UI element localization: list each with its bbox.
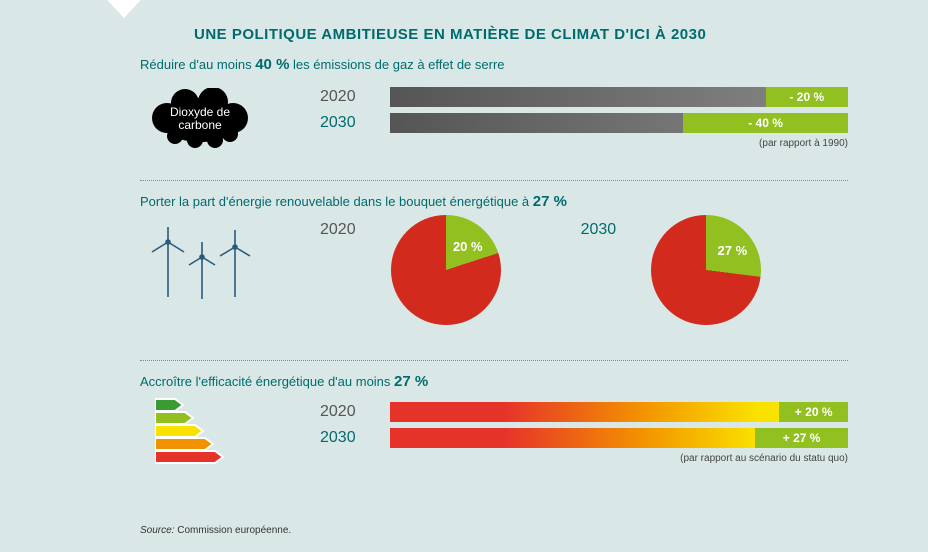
gain-segment: + 27 % xyxy=(755,428,848,448)
pie-block: 2020 20 % xyxy=(320,215,501,325)
energy-rating-icon xyxy=(155,397,250,472)
year-label: 2030 xyxy=(320,114,390,132)
divider xyxy=(140,360,848,361)
section3-note: (par rapport au scénario du statu quo) xyxy=(320,453,848,464)
bar-row: 2030 + 27 % xyxy=(320,427,848,449)
bar-row: 2020 - 20 % xyxy=(320,86,848,108)
section-renewable: Porter la part d'énergie renouvelable da… xyxy=(140,193,848,224)
emissions-bar: - 40 % xyxy=(390,113,848,133)
year-label: 2030 xyxy=(581,221,617,239)
year-label: 2030 xyxy=(320,429,390,447)
section-emissions: Réduire d'au moins 40 % les émissions de… xyxy=(140,56,848,87)
section-efficiency: Accroître l'efficacité énergétique d'au … xyxy=(140,373,848,404)
reduction-segment: - 20 % xyxy=(766,87,848,107)
divider xyxy=(140,180,848,181)
year-label: 2020 xyxy=(320,221,356,239)
co2-cloud-label: Dioxyde de carbone xyxy=(155,106,245,132)
efficiency-bar: + 27 % xyxy=(390,428,848,448)
pie-slice-label: 27 % xyxy=(718,243,748,258)
co2-cloud-icon: Dioxyde de carbone xyxy=(145,88,250,153)
wind-turbine-icon xyxy=(140,227,270,312)
bar-row: 2020 + 20 % xyxy=(320,401,848,423)
efficiency-bars: 2020 + 20 % 2030 + 27 % (par rapport au … xyxy=(320,401,848,464)
emissions-bars: 2020 - 20 % 2030 - 40 % (par rapport à 1… xyxy=(320,86,848,149)
section3-heading: Accroître l'efficacité énergétique d'au … xyxy=(140,373,848,390)
gain-segment: + 20 % xyxy=(779,402,848,422)
pie-chart: 27 % xyxy=(651,215,761,325)
efficiency-bar: + 20 % xyxy=(390,402,848,422)
page-title: UNE POLITIQUE AMBITIEUSE EN MATIÈRE DE C… xyxy=(194,26,706,43)
bar-row: 2030 - 40 % xyxy=(320,112,848,134)
year-label: 2020 xyxy=(320,88,390,106)
pie-slice-label: 20 % xyxy=(453,239,483,254)
section2-heading: Porter la part d'énergie renouvelable da… xyxy=(140,193,848,210)
pie-block: 2030 27 % xyxy=(581,215,762,325)
year-label: 2020 xyxy=(320,403,390,421)
reduction-segment: - 40 % xyxy=(683,113,848,133)
section1-note: (par rapport à 1990) xyxy=(320,138,848,149)
header-chevron xyxy=(96,0,152,18)
section1-heading: Réduire d'au moins 40 % les émissions de… xyxy=(140,56,848,73)
pie-charts: 2020 20 % 2030 27 % xyxy=(320,215,848,325)
pie-chart: 20 % xyxy=(391,215,501,325)
source-line: Source: Commission européenne. xyxy=(140,525,291,536)
emissions-bar: - 20 % xyxy=(390,87,848,107)
